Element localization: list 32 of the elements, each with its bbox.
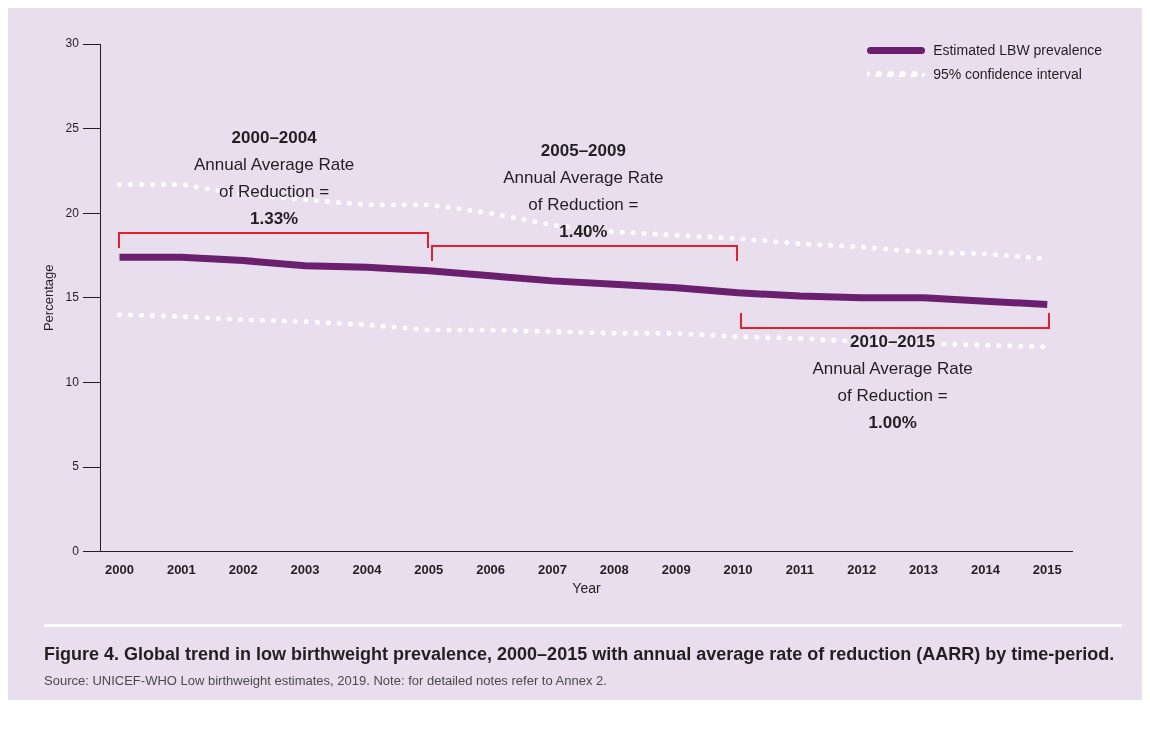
y-tick-label: 20 [65,205,80,220]
x-tick-label: 2001 [166,561,196,577]
x-tick-label: 2007 [538,561,567,577]
legend-label: Estimated LBW prevalence [933,42,1102,58]
x-tick-label: 2002 [228,561,258,577]
y-tick-label: 30 [65,36,80,51]
x-tick-label: 2008 [599,561,629,577]
annotation: 2005–2009 Annual Average Rate of Reduction = 1.40% [503,141,664,242]
x-tick-label: 2006 [476,561,506,577]
x-tick-label: 2013 [909,561,939,577]
annotation: 2000–2004 Annual Average Rate of Reduction = 1.33% [193,127,355,228]
y-tick-label: 25 [65,120,80,135]
x-axis-title: Year [572,580,601,597]
source-note: Source: UNICEF-WHO Low birthweight estimates, 2019. Note: for detailed notes refer to Annex 2. [44,673,608,688]
y-tick-label: 5 [72,459,80,474]
x-tick-label: 2010 [723,561,753,577]
legend-label: 95% confidence interval [933,66,1082,82]
x-tick-label: 2011 [785,561,814,577]
y-tick-label: 0 [72,543,80,558]
x-tick-label: 2003 [290,561,320,577]
y-axis-title: Percentage [41,264,57,332]
y-tick-label: 10 [65,374,80,389]
x-tick-label: 2009 [661,561,691,577]
annotation: 2010–2015 Annual Average Rate of Reduction = 1.00% [812,332,973,433]
x-tick-label: 2015 [1032,561,1062,577]
x-tick-label: 2012 [847,561,877,577]
x-tick-label: 2005 [414,561,444,577]
x-tick-label: 2004 [352,561,383,577]
x-tick-label: 2014 [970,561,1001,577]
text: Figure 4. Global trend in low birthweight prevalence, 2000–2015 with annual average rate of reduction (AARR) by time-period. [44,643,1116,666]
x-tick-label: 2000 [105,561,134,577]
y-tick-label: 15 [65,290,80,305]
